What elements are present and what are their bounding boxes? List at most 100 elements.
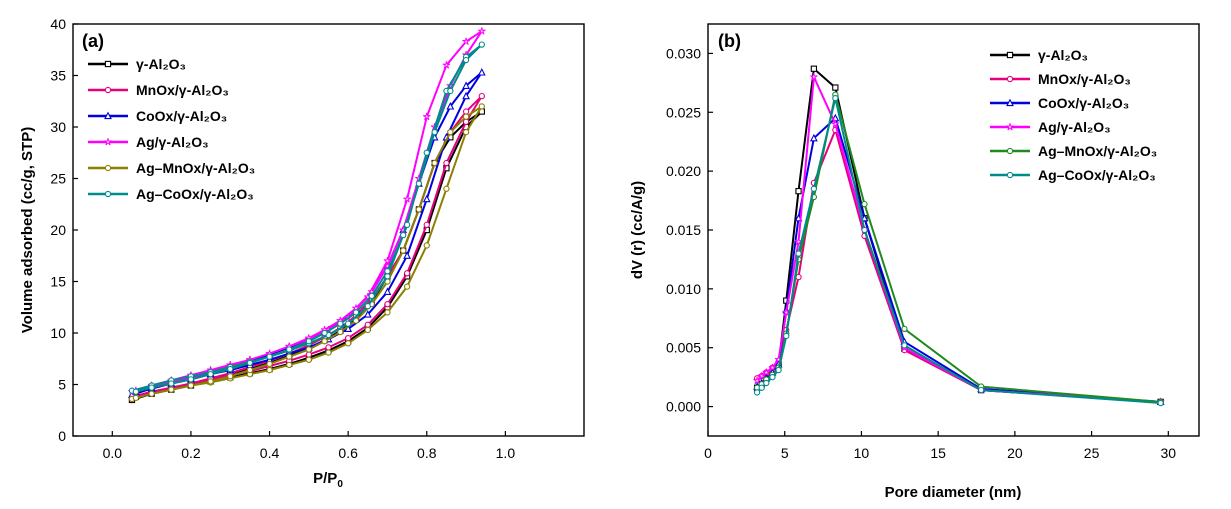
data-point xyxy=(246,366,254,374)
data-point xyxy=(403,195,411,203)
data-point xyxy=(477,27,486,35)
data-point xyxy=(305,346,312,353)
data-point xyxy=(403,283,411,290)
data-point xyxy=(384,301,391,308)
data-point xyxy=(443,185,450,192)
legend-label: γ-Al₂O₃ xyxy=(136,56,186,72)
x-axis-title-a: P/P0 xyxy=(313,470,343,490)
data-point xyxy=(462,113,470,120)
data-point xyxy=(478,103,485,110)
x-tick-label-b: 25 xyxy=(1084,445,1100,461)
data-point xyxy=(423,149,430,156)
data-point xyxy=(443,159,450,167)
data-point xyxy=(403,270,411,277)
data-point xyxy=(832,95,839,102)
legend-item-b-4: Ag–MnOx/γ-Al₂O₃ xyxy=(990,143,1157,159)
data-point xyxy=(462,56,470,64)
data-point xyxy=(384,309,391,316)
data-point xyxy=(384,273,391,280)
y-tick-label-a: 15 xyxy=(50,274,66,290)
x-tick-label-b: 30 xyxy=(1161,445,1177,461)
legend-item-b-3: Ag/γ-Al₂O₃ xyxy=(990,119,1111,135)
y-tick-label-a: 25 xyxy=(50,171,66,187)
legend-label: Ag/γ-Al₂O₃ xyxy=(1038,119,1111,135)
data-point xyxy=(305,356,312,363)
data-point xyxy=(246,359,254,367)
data-point xyxy=(762,368,771,376)
data-point xyxy=(383,256,392,265)
data-point xyxy=(462,118,470,125)
data-point xyxy=(431,159,438,167)
panel-label-a: (a) xyxy=(82,31,104,51)
data-point xyxy=(363,310,372,318)
data-point xyxy=(901,342,908,349)
data-point xyxy=(266,360,273,368)
data-point xyxy=(364,326,371,334)
x-tick-label-a: 0.2 xyxy=(181,445,201,461)
data-point xyxy=(422,194,431,203)
data-point xyxy=(810,73,818,81)
y-tick-label-a: 5 xyxy=(58,377,66,393)
data-point xyxy=(462,81,470,89)
y-tick-label-b: 0.000 xyxy=(666,399,701,415)
data-point xyxy=(763,379,770,387)
data-point xyxy=(809,133,818,142)
data-point xyxy=(442,61,451,69)
data-point xyxy=(795,250,802,257)
data-point xyxy=(305,338,312,345)
data-point xyxy=(227,365,234,373)
chart-panel-a: 0.0 0.2 0.4 0.6 0.8 1.0 0 5 10 15 20 25 30 35 40 γ-Al₂… xyxy=(19,16,585,490)
data-point xyxy=(403,251,412,259)
x-tick-label-a: 0.6 xyxy=(338,445,358,461)
data-point xyxy=(286,361,293,369)
data-point xyxy=(462,91,470,100)
data-point xyxy=(132,388,140,395)
data-point xyxy=(148,390,155,397)
data-point xyxy=(775,366,782,374)
x-tick-label-b: 20 xyxy=(1007,445,1023,461)
legend-marker xyxy=(1006,171,1014,179)
data-point xyxy=(758,384,765,391)
legend-marker xyxy=(1006,98,1014,107)
data-point xyxy=(431,128,438,136)
x-tick-label-b: 10 xyxy=(854,445,870,461)
data-point xyxy=(368,292,375,300)
x-axis-title-b: Pore diameter (nm) xyxy=(885,484,1022,501)
data-point xyxy=(861,226,868,234)
data-point xyxy=(810,185,818,192)
data-point xyxy=(266,366,273,374)
data-point xyxy=(423,221,430,228)
data-point xyxy=(810,65,818,72)
data-point xyxy=(352,309,360,316)
data-point xyxy=(168,380,175,387)
data-point xyxy=(227,373,234,380)
y-tick-label-a: 0 xyxy=(58,428,66,444)
y-axis-title-b: dV (r) (cc/A/g) xyxy=(629,181,646,279)
data-point xyxy=(403,221,411,228)
legend-marker xyxy=(104,111,112,120)
x-tick-label-b: 0 xyxy=(704,445,712,461)
legend-marker xyxy=(1006,147,1014,155)
data-point xyxy=(462,108,470,115)
data-point xyxy=(321,329,328,337)
data-point xyxy=(478,41,485,48)
y-tick-label-a: 10 xyxy=(50,325,66,341)
data-point xyxy=(207,378,214,385)
data-point xyxy=(768,363,777,372)
data-point xyxy=(415,206,423,213)
legend-marker xyxy=(104,60,112,68)
legend-item-a-1: MnOx/γ-Al₂O₃ xyxy=(88,82,229,98)
data-point xyxy=(861,200,868,208)
data-point xyxy=(446,102,455,110)
legend-item-b-2: CoOx/γ-Al₂O₃ xyxy=(990,95,1129,111)
series-a-5 xyxy=(128,41,485,395)
legend-marker xyxy=(104,190,112,198)
x-tick-label-a: 1.0 xyxy=(496,445,516,461)
y-tick-label-a: 40 xyxy=(50,16,66,32)
legend-item-a-4: Ag–MnOx/γ-Al₂O₃ xyxy=(88,160,255,176)
y-tick-label-b: 0.010 xyxy=(666,281,701,297)
data-point xyxy=(831,120,840,128)
data-point xyxy=(384,268,391,275)
data-point xyxy=(148,384,155,391)
data-point xyxy=(286,353,293,360)
